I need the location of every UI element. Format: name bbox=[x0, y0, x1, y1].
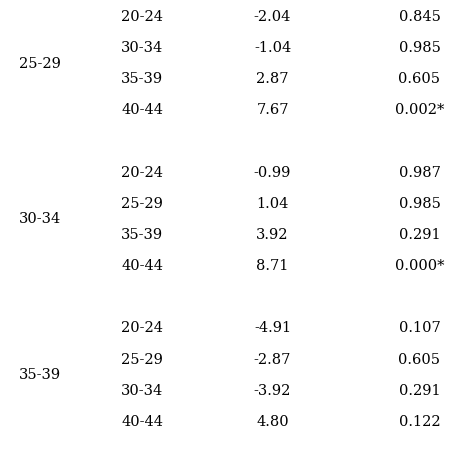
Text: 0.000*: 0.000* bbox=[395, 259, 444, 273]
Text: 30-34: 30-34 bbox=[19, 212, 61, 227]
Text: 0.002*: 0.002* bbox=[395, 103, 444, 118]
Text: 25-29: 25-29 bbox=[19, 56, 61, 71]
Text: 7.67: 7.67 bbox=[256, 103, 289, 118]
Text: -2.87: -2.87 bbox=[254, 353, 291, 367]
Text: 20-24: 20-24 bbox=[121, 321, 163, 336]
Text: 30-34: 30-34 bbox=[121, 384, 164, 398]
Text: -4.91: -4.91 bbox=[254, 321, 291, 336]
Text: 20-24: 20-24 bbox=[121, 9, 163, 24]
Text: 0.291: 0.291 bbox=[399, 384, 440, 398]
Text: 0.845: 0.845 bbox=[399, 9, 440, 24]
Text: 0.291: 0.291 bbox=[399, 228, 440, 242]
Text: 4.80: 4.80 bbox=[256, 415, 289, 429]
Text: -0.99: -0.99 bbox=[254, 165, 291, 180]
Text: 35-39: 35-39 bbox=[19, 368, 61, 383]
Text: 0.605: 0.605 bbox=[399, 353, 440, 367]
Text: 40-44: 40-44 bbox=[121, 103, 163, 118]
Text: 3.92: 3.92 bbox=[256, 228, 289, 242]
Text: 2.87: 2.87 bbox=[256, 72, 289, 86]
Text: 0.985: 0.985 bbox=[399, 41, 440, 55]
Text: 1.04: 1.04 bbox=[256, 197, 289, 211]
Text: 25-29: 25-29 bbox=[121, 197, 163, 211]
Text: 20-24: 20-24 bbox=[121, 165, 163, 180]
Text: 0.107: 0.107 bbox=[399, 321, 440, 336]
Text: 8.71: 8.71 bbox=[256, 259, 289, 273]
Text: 0.122: 0.122 bbox=[399, 415, 440, 429]
Text: 35-39: 35-39 bbox=[121, 228, 163, 242]
Text: 40-44: 40-44 bbox=[121, 259, 163, 273]
Text: -1.04: -1.04 bbox=[254, 41, 291, 55]
Text: 0.987: 0.987 bbox=[399, 165, 440, 180]
Text: 0.605: 0.605 bbox=[399, 72, 440, 86]
Text: -2.04: -2.04 bbox=[254, 9, 291, 24]
Text: -3.92: -3.92 bbox=[254, 384, 291, 398]
Text: 35-39: 35-39 bbox=[121, 72, 163, 86]
Text: 25-29: 25-29 bbox=[121, 353, 163, 367]
Text: 40-44: 40-44 bbox=[121, 415, 163, 429]
Text: 0.985: 0.985 bbox=[399, 197, 440, 211]
Text: 30-34: 30-34 bbox=[121, 41, 164, 55]
